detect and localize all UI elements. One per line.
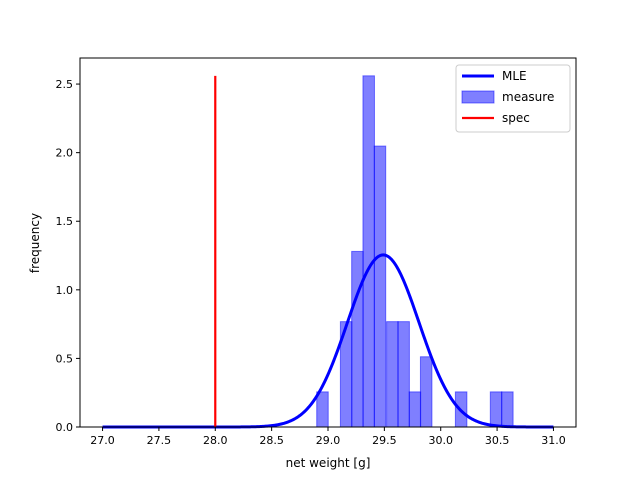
x-tick-label: 30.5	[485, 434, 510, 447]
histogram-bar-10	[489, 391, 503, 428]
histogram-bar-5	[386, 321, 399, 428]
x-axis-label: net weight [g]	[286, 456, 371, 470]
x-axis-ticks: 27.0 27.5 28.0 28.5 29.0 29.5 30.0 30.5 31.0	[90, 427, 566, 447]
legend: MLE measure spec	[455, 64, 571, 133]
x-tick-label: 27.0	[90, 434, 115, 447]
legend-measure-label: measure	[502, 90, 554, 104]
histogram-bar-8	[419, 356, 433, 428]
y-tick-label: 0.5	[56, 352, 74, 365]
y-axis-ticks: 0.0 0.5 1.0 1.5 2.0 2.5	[56, 78, 80, 434]
x-tick-label: 29.0	[316, 434, 341, 447]
x-tick-label: 30.0	[428, 434, 453, 447]
histogram-bar-4	[373, 145, 387, 428]
histogram-bar-6	[397, 321, 410, 428]
legend-mle-label: MLE	[502, 69, 527, 83]
y-tick-label: 1.0	[56, 284, 74, 297]
x-tick-label: 27.5	[147, 434, 172, 447]
x-tick-label: 29.5	[372, 434, 397, 447]
y-tick-label: 2.5	[56, 78, 74, 91]
legend-measure-swatch	[461, 90, 495, 104]
x-tick-label: 31.0	[541, 434, 566, 447]
legend-frame	[455, 64, 571, 133]
x-tick-label: 28.0	[203, 434, 228, 447]
y-axis-label: frequency	[28, 213, 42, 273]
y-tick-label: 1.5	[56, 215, 74, 228]
histogram-bar-3	[362, 75, 375, 428]
histogram-bar-2	[351, 250, 364, 428]
histogram-bar-7	[408, 391, 422, 428]
x-tick-label: 28.5	[259, 434, 284, 447]
legend-spec-label: spec	[502, 111, 530, 125]
y-tick-label: 2.0	[56, 147, 74, 160]
histogram-bar-11	[501, 391, 514, 428]
y-tick-label: 0.0	[56, 421, 74, 434]
histogram-bar-0	[316, 391, 329, 428]
